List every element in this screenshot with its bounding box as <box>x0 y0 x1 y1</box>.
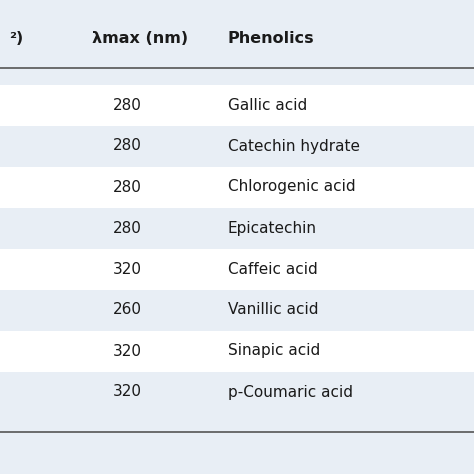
Bar <box>0 126 474 166</box>
Bar <box>0 84 474 126</box>
Text: 320: 320 <box>113 344 142 358</box>
Text: 260: 260 <box>113 302 142 318</box>
Text: 280: 280 <box>113 98 142 112</box>
Bar <box>0 372 474 412</box>
Bar <box>0 290 474 330</box>
Text: 320: 320 <box>113 262 142 276</box>
Text: Catechin hydrate: Catechin hydrate <box>228 138 359 154</box>
Text: Epicatechin: Epicatechin <box>228 220 317 236</box>
Bar <box>0 166 474 208</box>
Text: 280: 280 <box>113 138 142 154</box>
Text: Chlorogenic acid: Chlorogenic acid <box>228 180 355 194</box>
Bar <box>0 208 474 248</box>
Bar <box>0 330 474 372</box>
Text: λmax (nm): λmax (nm) <box>92 30 189 46</box>
Text: Caffeic acid: Caffeic acid <box>228 262 317 276</box>
Text: Gallic acid: Gallic acid <box>228 98 307 112</box>
Text: 280: 280 <box>113 220 142 236</box>
Text: 280: 280 <box>113 180 142 194</box>
Text: 320: 320 <box>113 384 142 400</box>
Text: Vanillic acid: Vanillic acid <box>228 302 318 318</box>
Text: Phenolics: Phenolics <box>228 30 314 46</box>
Text: p-Coumaric acid: p-Coumaric acid <box>228 384 353 400</box>
Bar <box>0 248 474 290</box>
Text: Sinapic acid: Sinapic acid <box>228 344 320 358</box>
Text: ²): ²) <box>9 30 24 46</box>
